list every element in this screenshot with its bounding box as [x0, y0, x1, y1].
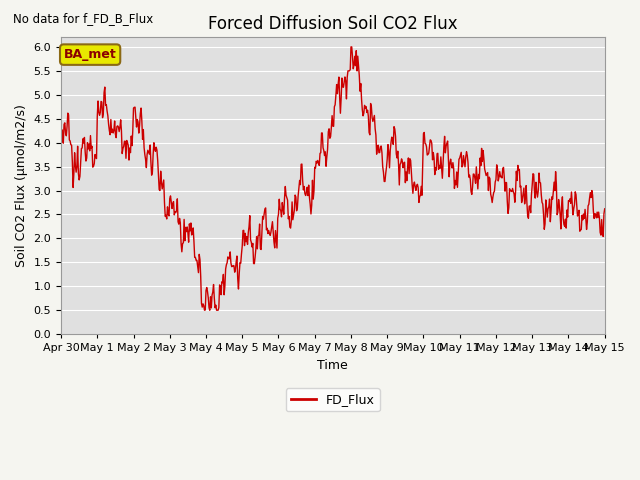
- Line: FD_Flux: FD_Flux: [61, 47, 605, 310]
- Legend: FD_Flux: FD_Flux: [286, 388, 380, 411]
- X-axis label: Time: Time: [317, 359, 348, 372]
- Title: Forced Diffusion Soil CO2 Flux: Forced Diffusion Soil CO2 Flux: [208, 15, 458, 33]
- Y-axis label: Soil CO2 Flux (μmol/m2/s): Soil CO2 Flux (μmol/m2/s): [15, 104, 28, 267]
- Text: BA_met: BA_met: [64, 48, 116, 61]
- Text: No data for f_FD_B_Flux: No data for f_FD_B_Flux: [13, 12, 153, 25]
